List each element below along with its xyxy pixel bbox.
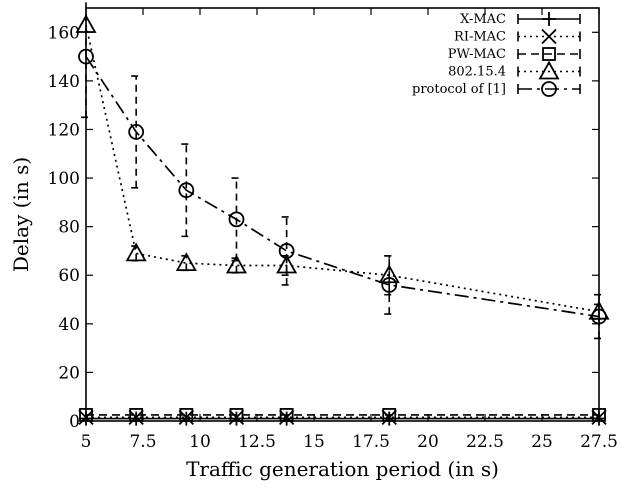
data-point — [228, 409, 245, 425]
legend-cap — [517, 31, 581, 42]
y-tick-label: 120 — [48, 120, 80, 140]
x-tick-label: 10 — [189, 432, 211, 452]
y-tick-label: 20 — [58, 363, 80, 383]
legend-marker — [541, 28, 557, 45]
data-point — [225, 254, 248, 274]
x-tick-label: 17.5 — [352, 432, 390, 452]
legend-marker — [538, 60, 560, 80]
axis-ticks: 5 7.5 10 12.5 15 17.5 20 22.5 25 27.5 0 20 40 60 80 100… — [48, 8, 618, 452]
data-point — [128, 409, 144, 425]
y-tick-label: 80 — [58, 218, 80, 238]
error-bar — [131, 245, 142, 262]
legend-marker — [541, 81, 557, 97]
x-axis-title: Traffic generation period (in s) — [186, 457, 499, 481]
legend-entry: protocol of [1] — [412, 81, 581, 97]
y-axis-title: Delay (in s) — [9, 157, 33, 272]
data-point — [278, 243, 295, 259]
data-point — [178, 182, 195, 199]
legend: X-MAC RI-MAC PW-MAC 802.15.4 protocol of [1] — [412, 12, 581, 97]
legend-entry: PW-MAC — [448, 47, 581, 62]
error-bar — [384, 255, 395, 315]
data-point — [279, 409, 295, 425]
legend-entry: 802.15.4 — [448, 60, 581, 80]
legend-cap — [517, 14, 581, 24]
legend-cap — [517, 49, 581, 59]
legend-entry: RI-MAC — [454, 28, 581, 45]
data-point — [175, 252, 197, 271]
error-bar — [131, 75, 142, 189]
legend-label: X-MAC — [460, 12, 506, 27]
legend-cap — [517, 84, 581, 94]
legend-entry: X-MAC — [460, 12, 581, 27]
data-point — [381, 277, 398, 293]
legend-label: protocol of [1] — [412, 82, 506, 97]
y-tick-label: 160 — [48, 23, 80, 43]
series-group — [75, 0, 610, 426]
legend-cap — [517, 66, 581, 77]
plot-frame — [85, 7, 600, 422]
x-tick-label: 12.5 — [238, 432, 276, 452]
legend-label: PW-MAC — [448, 47, 506, 62]
legend-marker — [542, 47, 556, 61]
legend-label: RI-MAC — [454, 30, 506, 45]
data-point — [381, 409, 397, 425]
data-point — [378, 264, 400, 284]
x-tick-label: 25 — [531, 432, 553, 452]
y-tick-label: 100 — [48, 169, 80, 189]
data-point — [178, 409, 194, 425]
data-point — [228, 211, 245, 228]
x-tick-label: 5 — [81, 432, 92, 452]
x-tick-label: 20 — [417, 432, 439, 452]
data-point — [128, 123, 145, 140]
series-x-mac — [79, 411, 606, 426]
x-tick-label: 15 — [303, 432, 325, 452]
y-tick-label: 0 — [69, 412, 80, 432]
legend-label: 802.15.4 — [448, 65, 506, 80]
series-protocol-of-1 — [78, 0, 607, 340]
data-point — [125, 242, 147, 262]
y-tick-label: 40 — [58, 315, 80, 335]
series-ri-mac — [78, 409, 607, 425]
x-tick-label: 22.5 — [466, 432, 504, 452]
y-tick-label: 140 — [48, 72, 80, 92]
error-bar — [281, 216, 292, 286]
y-tick-label: 60 — [58, 266, 80, 286]
series-line — [85, 56, 600, 318]
legend-marker — [542, 12, 556, 26]
series-802-15-4 — [75, 14, 610, 320]
x-tick-label: 7.5 — [129, 432, 156, 452]
error-bar — [231, 177, 242, 262]
x-tick-label: 27.5 — [580, 432, 618, 452]
error-bar — [181, 143, 192, 238]
